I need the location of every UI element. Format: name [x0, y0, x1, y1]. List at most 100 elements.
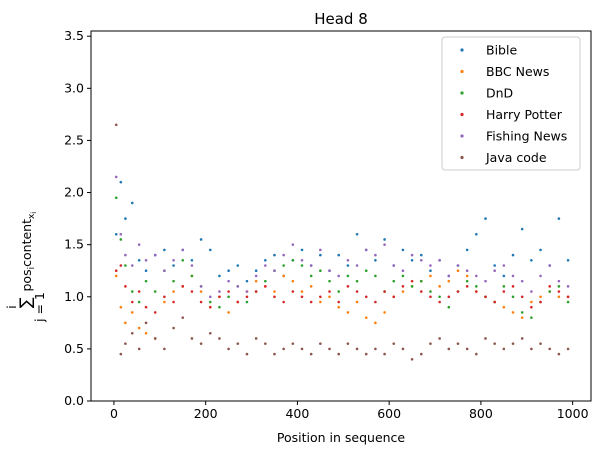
x-tick-label: 1000: [557, 406, 589, 421]
y-tick-label: 3.5: [64, 28, 84, 43]
legend-marker: [460, 69, 464, 74]
data-point: [374, 259, 377, 262]
data-point: [119, 232, 123, 236]
data-point: [144, 305, 148, 309]
data-point: [337, 352, 341, 356]
data-point: [245, 290, 249, 293]
data-point: [337, 274, 341, 278]
data-point: [163, 248, 166, 252]
data-point: [144, 269, 148, 273]
data-point: [511, 285, 515, 288]
data-point: [520, 316, 524, 319]
data-point: [236, 300, 240, 304]
data-point: [475, 274, 478, 278]
data-point: [456, 269, 460, 273]
data-point: [465, 269, 469, 273]
data-point: [364, 269, 368, 273]
data-point: [130, 201, 134, 205]
series-java-code: [114, 123, 570, 361]
data-point: [346, 274, 350, 278]
data-point: [172, 264, 175, 267]
data-point: [438, 295, 441, 299]
legend-marker: [460, 134, 464, 138]
data-point: [319, 295, 322, 299]
svg-text:j = 1: j = 1: [32, 292, 47, 323]
data-point: [557, 290, 561, 293]
data-point: [181, 259, 185, 262]
x-axis-title: Position in sequence: [277, 430, 406, 445]
data-point: [114, 269, 118, 273]
data-point: [364, 352, 368, 356]
data-point: [282, 347, 285, 351]
series-harry-potter: [114, 264, 570, 314]
data-point: [153, 311, 157, 314]
data-point: [227, 347, 230, 351]
data-point: [124, 321, 127, 325]
legend-label: Java code: [485, 150, 547, 165]
data-point: [401, 269, 405, 273]
data-point: [163, 300, 166, 304]
data-point: [337, 300, 341, 304]
data-point: [144, 321, 148, 325]
data-point: [566, 300, 570, 304]
data-point: [511, 342, 515, 345]
data-point: [190, 290, 194, 293]
data-point: [548, 290, 552, 293]
data-point: [208, 331, 212, 335]
data-point: [548, 264, 552, 267]
data-point: [484, 279, 487, 283]
data-point: [130, 290, 134, 293]
data-point: [493, 269, 496, 273]
data-point: [566, 285, 570, 288]
data-point: [410, 358, 414, 361]
legend-label: BBC News: [486, 64, 549, 79]
data-point: [557, 295, 561, 299]
data-point: [530, 347, 533, 351]
data-point: [346, 259, 350, 262]
data-point: [401, 248, 405, 252]
data-point: [291, 243, 295, 246]
data-point: [392, 264, 396, 267]
data-point: [355, 279, 359, 283]
data-point: [337, 305, 341, 309]
data-point: [438, 337, 441, 340]
chart-title: Head 8: [314, 10, 368, 28]
data-point: [447, 279, 451, 283]
data-point: [114, 175, 118, 179]
data-point: [355, 290, 359, 293]
data-point: [484, 337, 487, 340]
svg-text:i: i: [4, 305, 19, 308]
data-point: [328, 347, 331, 351]
data-point: [475, 352, 478, 356]
data-point: [429, 274, 432, 278]
data-point: [273, 253, 276, 257]
data-point: [137, 326, 141, 330]
data-point: [300, 264, 304, 267]
data-point: [282, 264, 285, 267]
data-point: [218, 337, 221, 340]
data-point: [300, 290, 304, 293]
legend-label: Fishing News: [486, 129, 567, 144]
data-point: [319, 269, 322, 273]
legend-marker: [460, 155, 464, 160]
data-point: [254, 337, 258, 340]
legend-marker: [460, 48, 464, 52]
data-point: [254, 279, 258, 283]
y-tick-label: 2.5: [64, 132, 84, 147]
data-point: [190, 337, 194, 340]
data-point: [438, 259, 441, 262]
data-point: [254, 269, 258, 273]
data-point: [383, 290, 386, 293]
data-point: [137, 300, 141, 304]
data-point: [163, 269, 166, 273]
data-point: [557, 285, 561, 288]
data-point: [300, 295, 304, 299]
data-point: [493, 342, 496, 345]
data-point: [374, 274, 377, 278]
data-point: [218, 295, 221, 299]
data-point: [511, 274, 515, 278]
data-point: [410, 279, 414, 283]
data-point: [144, 331, 148, 335]
plot-area: [90, 30, 592, 402]
data-point: [328, 279, 331, 283]
